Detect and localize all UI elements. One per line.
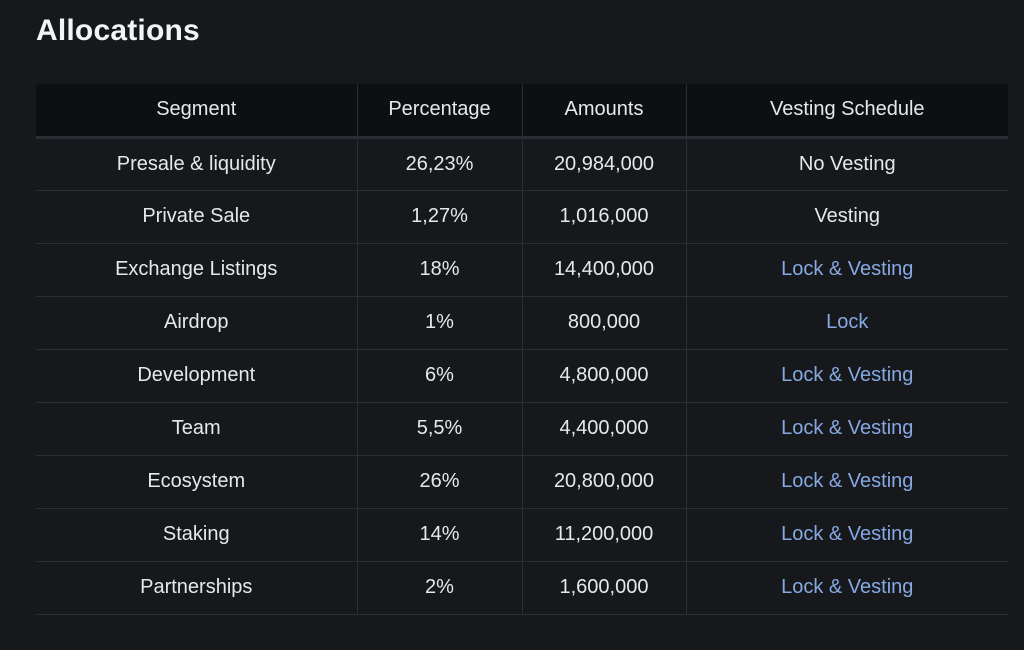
table-row: Partnerships 2% 1,600,000 Lock & Vesting: [36, 561, 1008, 615]
cell-percentage-text: 26%: [419, 470, 460, 492]
cell-amount-text: 4,400,000: [559, 417, 649, 439]
cell-amount: 4,800,000: [521, 349, 686, 403]
header-percentage: Percentage: [356, 84, 522, 139]
vesting-link[interactable]: Lock & Vesting: [781, 470, 914, 492]
cell-segment-text: Ecosystem: [147, 470, 246, 492]
cell-percentage-text: 1%: [425, 311, 454, 333]
cell-vesting-schedule: Lock: [685, 296, 1008, 350]
cell-amount-text: 14,400,000: [553, 258, 655, 280]
cell-percentage-text: 18%: [419, 258, 460, 280]
allocations-table-container: Segment Percentage Amounts Vesting Sched…: [36, 84, 1008, 615]
cell-vesting-schedule: No Vesting: [685, 137, 1008, 191]
vesting-link[interactable]: Lock & Vesting: [781, 364, 914, 386]
table-row: Development 6% 4,800,000 Lock & Vesting: [36, 349, 1008, 403]
cell-amount: 1,016,000: [521, 190, 686, 244]
cell-segment-text: Team: [171, 417, 221, 439]
cell-segment: Ecosystem: [36, 455, 357, 509]
cell-percentage: 1%: [356, 296, 522, 350]
cell-amount: 11,200,000: [521, 508, 686, 562]
cell-segment-text: Exchange Listings: [115, 258, 278, 280]
vesting-link[interactable]: Lock & Vesting: [781, 576, 914, 598]
cell-amount-text: 1,016,000: [559, 205, 649, 227]
cell-percentage: 1,27%: [356, 190, 522, 244]
cell-vesting-schedule: Vesting: [685, 190, 1008, 244]
vesting-link[interactable]: Lock & Vesting: [781, 417, 914, 439]
header-amounts: Amounts: [521, 84, 686, 139]
allocations-table: Segment Percentage Amounts Vesting Sched…: [36, 84, 1008, 615]
cell-segment: Staking: [36, 508, 357, 562]
vesting-link[interactable]: Lock: [826, 311, 869, 333]
cell-amount: 1,600,000: [521, 561, 686, 615]
cell-amount: 20,984,000: [521, 137, 686, 191]
cell-segment: Partnerships: [36, 561, 357, 615]
cell-segment: Exchange Listings: [36, 243, 357, 297]
cell-vesting-schedule: Lock & Vesting: [685, 402, 1008, 456]
table-row: Presale & liquidity 26,23% 20,984,000 No Ve…: [36, 137, 1008, 191]
cell-segment: Private Sale: [36, 190, 357, 244]
cell-percentage-text: 14%: [419, 523, 460, 545]
table-row: Private Sale 1,27% 1,016,000 Vesting: [36, 190, 1008, 244]
page-title: Allocations: [36, 14, 200, 47]
cell-percentage: 14%: [356, 508, 522, 562]
header-vesting-schedule: Vesting Schedule: [685, 84, 1008, 139]
cell-segment: Presale & liquidity: [36, 137, 357, 191]
cell-percentage: 5,5%: [356, 402, 522, 456]
cell-amount: 4,400,000: [521, 402, 686, 456]
cell-percentage: 26%: [356, 455, 522, 509]
table-body: Presale & liquidity 26,23% 20,984,000 No Ve…: [36, 137, 1008, 615]
cell-percentage: 18%: [356, 243, 522, 297]
vesting-link[interactable]: Lock & Vesting: [781, 523, 914, 545]
cell-amount-text: 4,800,000: [559, 364, 649, 386]
cell-vesting-schedule: Lock & Vesting: [685, 455, 1008, 509]
table-row: Team 5,5% 4,400,000 Lock & Vesting: [36, 402, 1008, 456]
cell-percentage: 6%: [356, 349, 522, 403]
cell-segment-text: Private Sale: [142, 205, 251, 227]
header-segment: Segment: [36, 84, 357, 139]
table-row: Ecosystem 26% 20,800,000 Lock & Vesting: [36, 455, 1008, 509]
cell-amount: 20,800,000: [521, 455, 686, 509]
cell-segment-text: Airdrop: [164, 311, 229, 333]
cell-percentage-text: 26,23%: [405, 152, 474, 175]
table-row: Exchange Listings 18% 14,400,000 Lock & Ves…: [36, 243, 1008, 297]
cell-amount: 14,400,000: [521, 243, 686, 297]
cell-amount-text: 11,200,000: [554, 523, 654, 545]
table-header-row: Segment Percentage Amounts Vesting Sched…: [36, 84, 1008, 139]
cell-vesting-schedule: Lock & Vesting: [685, 508, 1008, 562]
cell-segment-text: Staking: [162, 523, 230, 545]
cell-segment: Airdrop: [36, 296, 357, 350]
cell-vesting-schedule: Lock & Vesting: [685, 561, 1008, 615]
cell-segment: Development: [36, 349, 357, 403]
cell-segment-text: Development: [137, 364, 256, 386]
cell-amount-text: 1,600,000: [559, 576, 649, 598]
cell-percentage: 2%: [356, 561, 522, 615]
cell-percentage: 26,23%: [356, 137, 522, 191]
cell-percentage-text: 6%: [425, 364, 454, 386]
cell-amount-text: 800,000: [567, 311, 641, 333]
cell-segment-text: Presale & liquidity: [116, 152, 276, 175]
table-row: Staking 14% 11,200,000 Lock & Vesting: [36, 508, 1008, 562]
cell-amount-text: 20,800,000: [553, 470, 655, 492]
cell-segment-text: Partnerships: [140, 576, 253, 598]
cell-vesting-schedule-text: No Vesting: [798, 152, 896, 175]
cell-segment: Team: [36, 402, 357, 456]
cell-vesting-schedule-text: Vesting: [814, 205, 881, 227]
cell-vesting-schedule: Lock & Vesting: [685, 243, 1008, 297]
cell-percentage-text: 5,5%: [416, 417, 463, 439]
table-row: Airdrop 1% 800,000 Lock: [36, 296, 1008, 350]
cell-percentage-text: 1,27%: [411, 205, 468, 227]
cell-percentage-text: 2%: [425, 576, 454, 598]
cell-amount-text: 20,984,000: [553, 152, 655, 175]
vesting-link[interactable]: Lock & Vesting: [781, 258, 914, 280]
cell-vesting-schedule: Lock & Vesting: [685, 349, 1008, 403]
cell-amount: 800,000: [521, 296, 686, 350]
